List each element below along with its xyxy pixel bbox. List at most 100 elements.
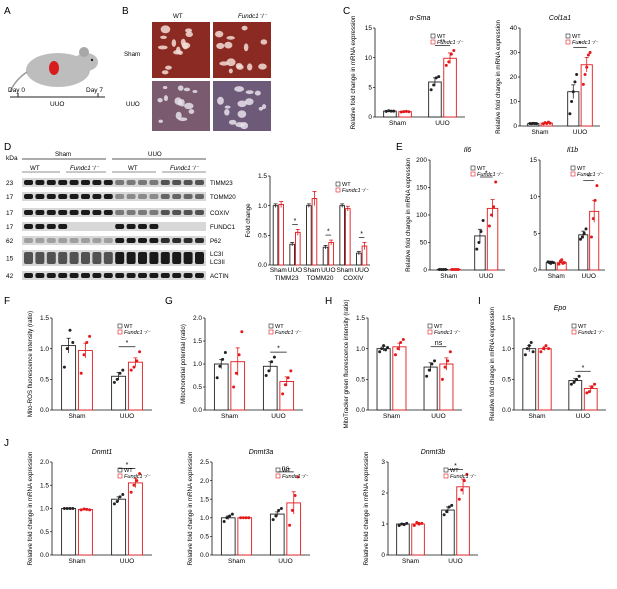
x-tick-label: UUO: [573, 129, 587, 136]
blot-band: [195, 252, 204, 264]
panel-letter-a: A: [4, 6, 11, 17]
blot-band: [69, 273, 79, 278]
y-axis-label: Relative fold change in mRNA expression: [489, 307, 496, 421]
data-point: [283, 383, 287, 387]
tubule-lumen: [234, 86, 245, 92]
blot-band: [149, 252, 159, 264]
data-point: [112, 502, 116, 506]
data-point: [430, 362, 434, 366]
data-point: [392, 109, 396, 113]
bar-ko: [328, 242, 334, 266]
bar-wt: [423, 366, 438, 411]
bar-ko: [345, 208, 351, 266]
significance-label: *: [587, 174, 590, 181]
blot-band: [35, 273, 45, 278]
tubule-lumen: [163, 95, 169, 102]
tubule-lumen: [185, 31, 193, 37]
significance-label: *: [126, 340, 129, 347]
tubule-lumen: [236, 64, 244, 70]
significance-label: *: [277, 346, 280, 353]
tubule-lumen: [161, 70, 169, 75]
data-point: [449, 52, 453, 56]
data-point: [82, 507, 86, 511]
data-point: [415, 520, 419, 524]
data-point: [477, 241, 481, 244]
legend-label-ko: Fundc1⁻/⁻: [434, 330, 461, 336]
blot-band: [103, 252, 113, 264]
blot-band: [58, 194, 68, 199]
blot-band: [195, 238, 204, 243]
chart-title: Dnmt1: [92, 449, 113, 456]
significance-label: *: [126, 462, 129, 469]
y-tick-label: 30: [510, 50, 518, 57]
blot-band: [126, 194, 136, 199]
blot-band-label: TOMM20: [210, 194, 236, 201]
bar-ko: [456, 486, 470, 556]
data-point: [132, 483, 136, 487]
blot-band: [46, 238, 56, 243]
legend-label-wt: WT: [124, 468, 133, 474]
y-tick-label: 0.5: [40, 529, 49, 536]
legend-label-ko: Fundc1⁻/⁻: [577, 172, 604, 178]
tubule-lumen: [160, 35, 167, 40]
blot-band: [58, 273, 68, 278]
blot-band: [160, 252, 170, 264]
x-tick-label: Sham: [69, 413, 86, 420]
bar-wt: [262, 365, 278, 411]
y-tick-label: 10: [510, 99, 518, 106]
blot-band: [24, 252, 33, 264]
data-point: [129, 490, 133, 494]
significance-label: *: [485, 171, 488, 178]
legend-label-ko: Fundc1⁻/⁻: [450, 474, 477, 480]
tubule-lumen: [184, 102, 194, 110]
data-point: [595, 184, 599, 188]
bar-ko: [443, 57, 457, 118]
data-point: [420, 521, 424, 525]
data-point: [450, 503, 454, 507]
tubule-lumen: [243, 43, 249, 52]
legend-label-wt: WT: [275, 324, 284, 330]
data-point: [293, 493, 297, 497]
data-point: [439, 267, 443, 271]
x-tick-label: Sham: [383, 413, 400, 420]
blot-band: [115, 252, 125, 264]
data-point: [228, 514, 232, 518]
data-point: [429, 88, 433, 92]
tubule-lumen: [177, 85, 184, 91]
chart-col1a1: 0 10 20 30 40 Col1a1 Relative fold change in m…: [495, 15, 600, 136]
data-point: [401, 337, 405, 341]
legend-label-wt: WT: [124, 324, 133, 330]
data-point: [590, 385, 594, 389]
tubule-lumen: [217, 96, 224, 105]
data-point: [437, 267, 441, 271]
data-point: [575, 377, 579, 381]
bar-wt: [376, 348, 391, 411]
y-tick-label: 0.5: [200, 534, 209, 541]
data-point: [68, 328, 72, 332]
x-tick-label: Sham: [402, 558, 419, 565]
blot-band: [24, 273, 33, 278]
y-tick-label: 0.0: [200, 552, 209, 559]
data-point: [118, 371, 122, 375]
blot-band: [81, 210, 90, 215]
chart-title: Dnmt3b: [421, 449, 446, 456]
blot-band: [58, 210, 68, 215]
legend-label-wt: WT: [282, 468, 291, 474]
y-tick-label: 2.0: [200, 478, 209, 485]
blot-band: [46, 180, 56, 185]
data-point: [237, 353, 241, 357]
blot-strip: [22, 250, 206, 266]
blot-lane-ko-uuo: Fundc1⁻/⁻: [170, 165, 200, 172]
legend-label-wt: WT: [477, 166, 486, 172]
data-point: [450, 267, 454, 271]
blot-band: [160, 194, 170, 199]
blot-band: [92, 273, 102, 278]
blot-strip: [22, 222, 206, 231]
label-uuo: UUO: [50, 101, 64, 108]
blot-band: [149, 224, 159, 229]
blot-band: [149, 180, 159, 185]
mouse-eye: [90, 58, 94, 62]
y-tick-label: 0: [513, 123, 517, 130]
blot-band: [35, 180, 45, 185]
bar-ko: [77, 350, 93, 411]
